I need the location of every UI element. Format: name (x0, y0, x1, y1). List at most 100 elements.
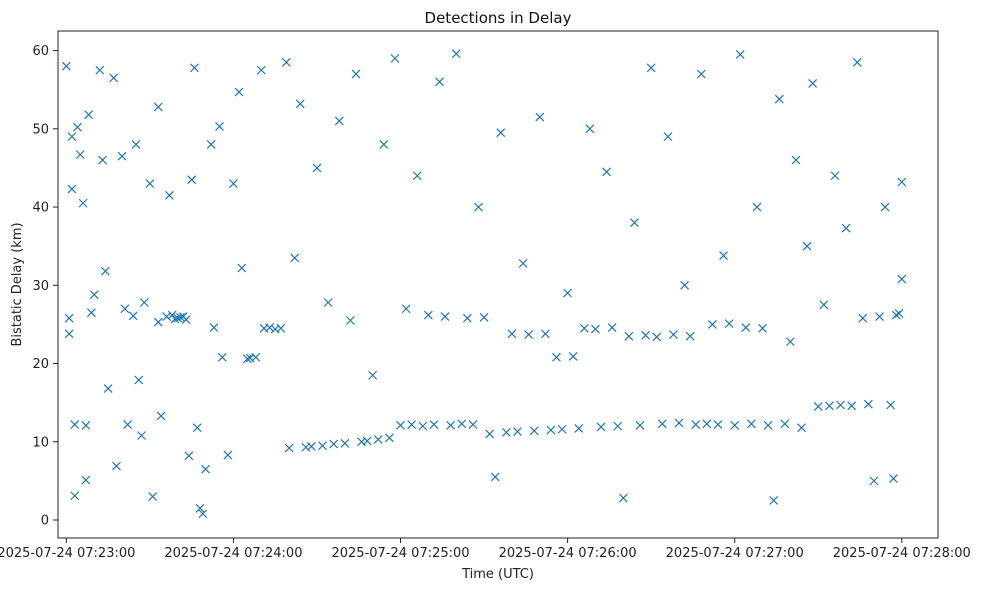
data-point (702, 419, 712, 429)
data-point (602, 167, 612, 177)
data-point (758, 323, 767, 333)
data-point (858, 313, 868, 323)
data-point (596, 422, 606, 432)
data-point (176, 312, 185, 322)
data-point (708, 319, 717, 329)
data-point (192, 423, 202, 433)
data-point (98, 155, 107, 165)
data-point (137, 431, 146, 440)
data-point (635, 420, 645, 430)
data-point (373, 434, 383, 444)
y-axis: 0 10 20 30 40 50 60 (32, 44, 58, 529)
data-point (518, 258, 528, 268)
data-point (462, 313, 472, 323)
data-point (741, 323, 751, 332)
data-point (67, 184, 77, 194)
data-point (897, 274, 907, 284)
data-point (181, 315, 191, 325)
x-tick-label-5: 2025-07-24 07:28:00 (833, 546, 971, 561)
data-point (485, 429, 495, 439)
data-point (490, 472, 500, 482)
data-point (276, 323, 286, 333)
data-point (763, 420, 773, 430)
data-point (535, 112, 545, 122)
data-point (306, 442, 316, 451)
data-point (206, 140, 216, 149)
data-point (75, 150, 85, 160)
data-point (713, 420, 723, 429)
data-point (797, 423, 806, 433)
y-axis-label: Bistatic Delay (km) (10, 222, 25, 346)
data-point (641, 330, 651, 340)
data-point (256, 65, 266, 75)
data-point (190, 63, 199, 73)
data-point (875, 312, 884, 322)
data-point (451, 49, 461, 59)
data-point (685, 331, 695, 341)
data-point (379, 140, 389, 149)
data-point (457, 419, 467, 429)
x-tick-label-1: 2025-07-24 07:24:00 (164, 546, 302, 561)
data-point (752, 202, 762, 212)
data-point (217, 352, 227, 362)
data-point (585, 124, 595, 134)
data-point (187, 175, 197, 185)
data-point (117, 151, 127, 161)
data-point (557, 424, 567, 434)
data-point (201, 464, 211, 474)
y-tick-label-1: 10 (32, 435, 49, 450)
data-point (81, 475, 91, 485)
x-tick-label-3: 2025-07-24 07:26:00 (499, 546, 637, 561)
data-point (474, 202, 483, 212)
data-point (242, 354, 252, 364)
data-point (156, 411, 166, 421)
data-point (139, 298, 149, 307)
data-point (574, 424, 584, 433)
data-point (618, 493, 628, 503)
data-point (808, 78, 818, 88)
y-tick-label-0: 0 (41, 514, 49, 529)
data-point (312, 163, 322, 173)
data-point (284, 443, 294, 453)
y-tick-label-5: 50 (32, 122, 49, 137)
data-point (153, 317, 163, 327)
data-point (362, 436, 372, 446)
data-point (613, 421, 623, 431)
data-point (251, 352, 261, 362)
data-point (847, 401, 857, 411)
data-point (674, 418, 684, 428)
data-point (529, 426, 539, 436)
x-axis-label: Time (UTC) (461, 567, 534, 582)
data-point (148, 492, 158, 501)
data-point (131, 140, 141, 149)
data-point (134, 375, 144, 385)
data-point (184, 451, 194, 461)
data-point (70, 420, 80, 429)
data-point (630, 218, 639, 228)
data-point (886, 400, 896, 410)
data-point (791, 155, 801, 165)
data-point (680, 280, 690, 290)
data-point (281, 57, 291, 67)
data-point (123, 420, 133, 429)
data-point (591, 324, 600, 334)
data-point (869, 476, 879, 486)
y-tick-label-2: 20 (32, 357, 49, 372)
data-point (894, 309, 904, 318)
data-point (223, 450, 233, 460)
data-point (785, 337, 795, 347)
data-point (724, 319, 734, 329)
data-point (563, 288, 573, 298)
y-tick-label-6: 60 (32, 44, 49, 59)
data-point (546, 425, 556, 435)
data-point (61, 61, 71, 71)
data-point (735, 50, 745, 59)
data-point (384, 433, 394, 443)
data-point (229, 179, 238, 188)
data-point (652, 332, 662, 342)
data-point (128, 311, 138, 321)
data-point (691, 420, 701, 429)
axes-frame (57, 30, 939, 539)
data-point (345, 316, 355, 325)
data-point (479, 312, 489, 322)
